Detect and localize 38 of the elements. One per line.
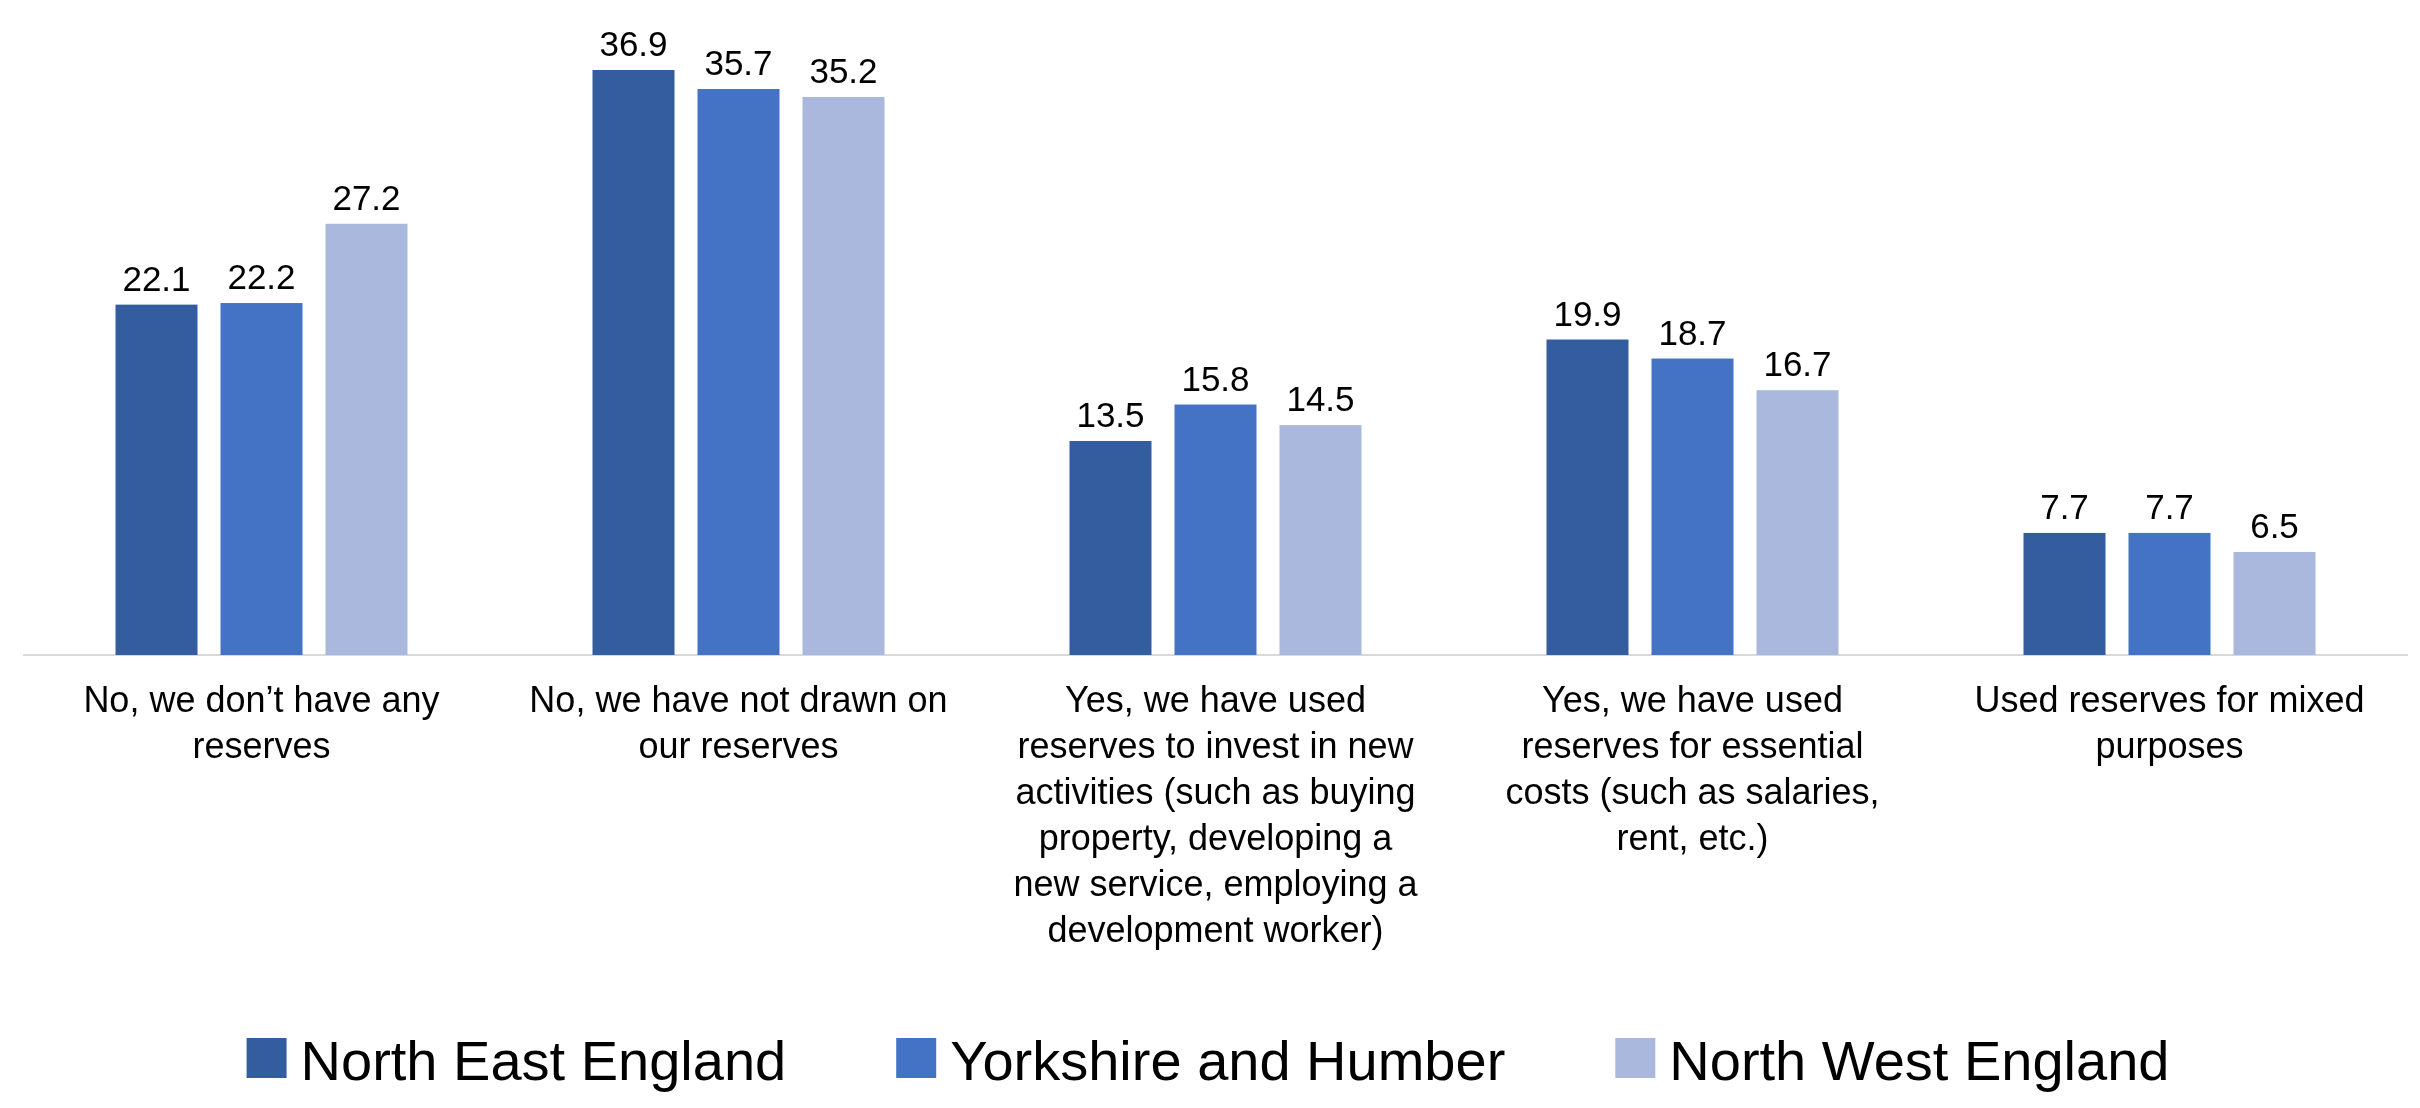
x-tick-label: Yes, we have used reserves for essential costs (such as salaries, rent, etc.): [1505, 679, 1880, 858]
bar: [2233, 551, 2316, 655]
data-label: 27.2: [332, 177, 401, 217]
x-tick-label: No, we have not drawn on our reserves: [529, 679, 948, 766]
legend-label: North East England: [300, 1029, 787, 1092]
bar: [1069, 440, 1152, 655]
legend-label: Yorkshire and Humber: [950, 1029, 1506, 1092]
x-tick-label: Used reserves for mixed purposes: [1974, 679, 2365, 766]
data-label: 14.5: [1286, 379, 1355, 419]
x-tick-label: No, we don’t have any reserves: [83, 679, 440, 766]
bar: [697, 89, 780, 655]
bar: [592, 70, 675, 655]
data-label: 22.1: [122, 258, 191, 298]
bar: [1279, 425, 1362, 655]
data-label: 35.7: [704, 43, 773, 83]
bar: [220, 303, 303, 655]
x-tick-label: Yes, we have used reserves to invest in new activities (such as buying property, developing a new service, employing a development worker): [1013, 679, 1419, 950]
bar: [1546, 339, 1629, 655]
data-label: 22.2: [227, 257, 296, 297]
bar: [1651, 358, 1734, 655]
data-label: 16.7: [1763, 344, 1832, 384]
bar: [1174, 404, 1257, 655]
data-label: 13.5: [1076, 394, 1145, 434]
bar: [115, 304, 198, 655]
bar: [802, 96, 885, 655]
data-label: 7.7: [2040, 486, 2089, 526]
data-label: 15.8: [1181, 358, 1250, 398]
data-label: 18.7: [1658, 312, 1727, 352]
data-label: 35.2: [809, 50, 878, 90]
data-label: 36.9: [599, 24, 668, 63]
data-label: 6.5: [2250, 505, 2299, 545]
data-label: 7.7: [2145, 486, 2194, 526]
bar: [2023, 532, 2106, 655]
bar: [325, 223, 408, 655]
bar: [1756, 390, 1839, 655]
legend-label: North West England: [1669, 1029, 2170, 1092]
data-label: 19.9: [1553, 293, 1622, 333]
bar: [2128, 532, 2211, 655]
